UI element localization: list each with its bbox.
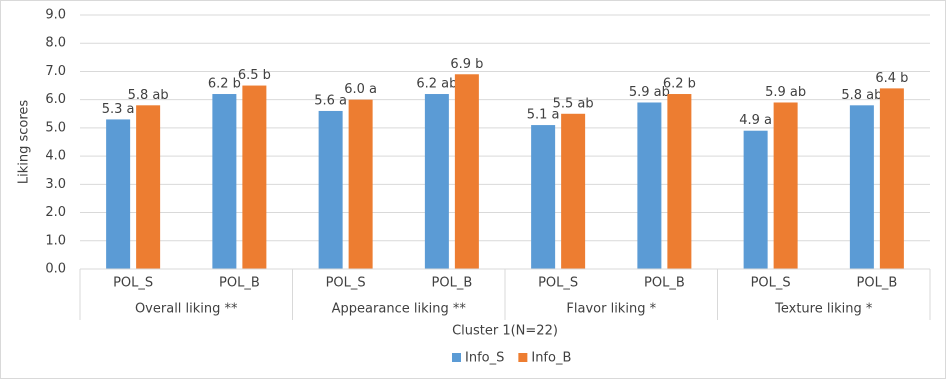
bar bbox=[136, 105, 161, 269]
data-label: 5.9 ab bbox=[765, 85, 806, 100]
bar bbox=[318, 110, 343, 269]
bar bbox=[424, 94, 449, 270]
y-axis-title: Liking scores bbox=[17, 100, 32, 185]
legend-label: Info_S bbox=[465, 351, 504, 366]
group-label: Appearance liking ** bbox=[332, 302, 467, 317]
bar bbox=[667, 94, 692, 270]
bar bbox=[637, 102, 662, 269]
data-label: 5.8 ab bbox=[841, 88, 882, 103]
x-tick-label: POL_S bbox=[538, 276, 578, 291]
bar bbox=[743, 130, 768, 269]
group-label: Overall liking ** bbox=[135, 302, 238, 317]
group-label: Texture liking * bbox=[774, 302, 873, 317]
bar bbox=[348, 99, 373, 270]
x-tick-label: POL_S bbox=[326, 276, 366, 291]
y-tick-label: 2.0 bbox=[45, 205, 66, 220]
x-tick-label: POL_S bbox=[113, 276, 153, 291]
y-tick-label: 8.0 bbox=[45, 36, 66, 51]
bar bbox=[106, 119, 131, 269]
bar bbox=[561, 113, 586, 270]
bar bbox=[849, 105, 874, 269]
bar bbox=[531, 125, 556, 269]
data-label: 6.9 b bbox=[450, 57, 483, 72]
data-label: 5.8 ab bbox=[128, 88, 169, 103]
bar bbox=[212, 94, 237, 270]
x-tick-label: POL_B bbox=[432, 276, 473, 291]
y-tick-label: 3.0 bbox=[45, 177, 66, 192]
y-tick-label: 9.0 bbox=[45, 8, 66, 23]
data-label: 4.9 a bbox=[739, 113, 772, 128]
data-label: 5.6 a bbox=[314, 93, 347, 108]
y-tick-label: 7.0 bbox=[45, 64, 66, 79]
data-label: 5.1 a bbox=[527, 108, 560, 123]
legend-swatch bbox=[518, 353, 528, 362]
bar bbox=[242, 85, 267, 269]
y-tick-label: 1.0 bbox=[45, 233, 66, 248]
y-tick-label: 4.0 bbox=[45, 149, 66, 164]
x-tick-label: POL_B bbox=[644, 276, 685, 291]
data-label: 5.3 a bbox=[102, 102, 135, 117]
bar bbox=[454, 74, 479, 270]
data-label: 6.2 ab bbox=[416, 77, 457, 92]
data-label: 6.4 b bbox=[875, 71, 908, 86]
y-tick-label: 6.0 bbox=[45, 92, 66, 107]
data-label: 6.2 b bbox=[663, 77, 696, 92]
x-tick-label: POL_B bbox=[857, 276, 898, 291]
bar bbox=[879, 88, 904, 269]
data-label: 5.9 ab bbox=[629, 85, 670, 100]
x-tick-label: POL_S bbox=[751, 276, 791, 291]
data-label: 6.2 b bbox=[208, 77, 241, 92]
bar bbox=[773, 102, 798, 269]
legend-swatch bbox=[452, 353, 461, 362]
x-tick-label: POL_B bbox=[219, 276, 260, 291]
y-tick-label: 0.0 bbox=[45, 262, 66, 277]
legend-label: Info_B bbox=[531, 351, 571, 366]
x-axis-title: Cluster 1(N=22) bbox=[452, 324, 558, 339]
data-label: 6.5 b bbox=[238, 68, 271, 83]
group-label: Flavor liking * bbox=[566, 302, 656, 317]
y-tick-label: 5.0 bbox=[45, 120, 66, 135]
data-label: 5.5 ab bbox=[553, 96, 594, 111]
data-label: 6.0 a bbox=[344, 82, 377, 97]
